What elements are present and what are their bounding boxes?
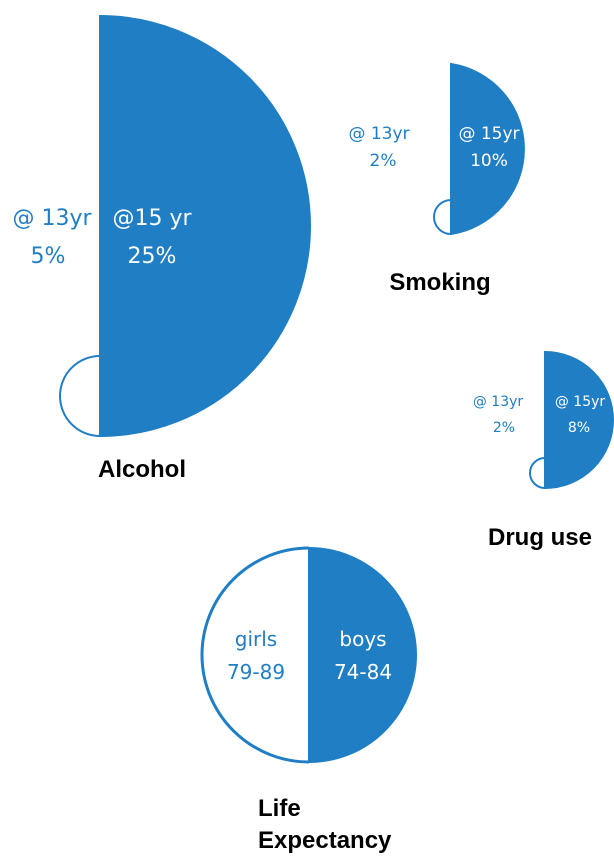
drug-use-13yr-semicircle xyxy=(529,457,546,489)
smoking-title: Smoking xyxy=(389,269,490,296)
life-expectancy-girls-semicircle xyxy=(200,546,310,764)
drug-use-13yr-label: @ 13yr xyxy=(473,394,524,410)
alcohol-13yr-label: @ 13yr xyxy=(12,206,92,231)
alcohol-title: Alcohol xyxy=(98,456,186,483)
life-expectancy-boys-label: boys xyxy=(339,627,386,651)
drug-use-15yr-value: 8% xyxy=(568,420,590,436)
smoking-15yr-label: @ 15yr xyxy=(458,124,519,144)
alcohol-15yr-semicircle xyxy=(99,14,311,438)
drug-use-13yr-value: 2% xyxy=(493,420,515,436)
chart-life-expectancy: girls 79-89 boys 74-84 Life Expectancy xyxy=(200,546,417,854)
life-expectancy-title-line1: Life xyxy=(258,795,301,822)
life-expectancy-boys-value: 74-84 xyxy=(334,660,392,684)
smoking-13yr-semicircle xyxy=(433,199,452,235)
drug-use-15yr-semicircle xyxy=(544,350,614,490)
alcohol-13yr-value: 5% xyxy=(31,244,66,269)
life-expectancy-girls-value: 79-89 xyxy=(227,660,285,684)
life-expectancy-girls-label: girls xyxy=(235,627,277,651)
chart-smoking: @ 13yr 2% @ 15yr 10% Smoking xyxy=(348,62,525,296)
chart-alcohol: @ 13yr 5% @15 yr 25% Alcohol xyxy=(12,14,311,483)
drug-use-15yr-label: @ 15yr xyxy=(555,394,606,410)
smoking-13yr-label: @ 13yr xyxy=(348,124,409,144)
smoking-15yr-value: 10% xyxy=(470,151,508,171)
chart-drug-use: @ 13yr 2% @ 15yr 8% Drug use xyxy=(473,350,614,551)
alcohol-13yr-semicircle xyxy=(59,355,101,437)
life-expectancy-title-line2: Expectancy xyxy=(258,827,392,854)
smoking-15yr-semicircle xyxy=(450,62,525,236)
life-expectancy-boys-semicircle xyxy=(308,546,417,764)
smoking-13yr-value: 2% xyxy=(370,151,397,171)
alcohol-15yr-label: @15 yr xyxy=(112,206,192,231)
drug-use-title: Drug use xyxy=(488,524,592,551)
alcohol-15yr-value: 25% xyxy=(128,244,177,269)
